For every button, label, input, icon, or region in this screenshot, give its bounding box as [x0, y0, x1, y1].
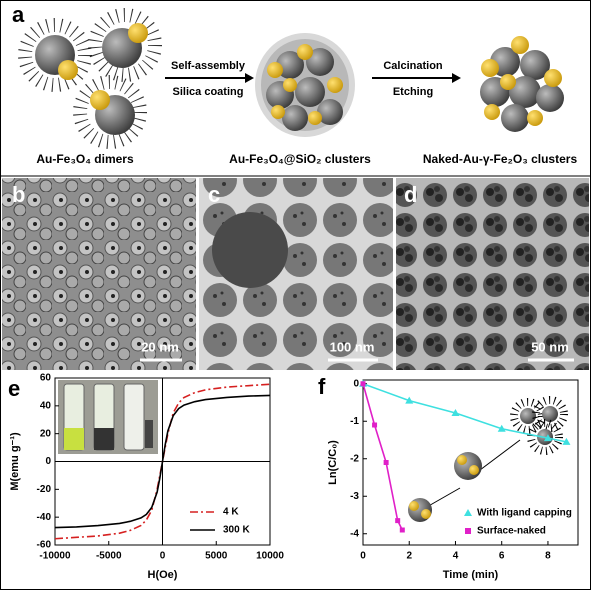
legend-label: 4 K: [223, 507, 239, 518]
x-tick-label: 4: [453, 551, 459, 562]
legend-label: Surface-naked: [477, 526, 546, 537]
y-tick-label: 60: [40, 373, 52, 384]
coated-cluster: [255, 33, 355, 137]
x-tick-label: 10000: [256, 551, 284, 562]
scale-bar-label: 100 nm: [330, 339, 375, 354]
legend-swatch: [465, 528, 471, 534]
x-tick-label: -10000: [39, 551, 71, 562]
micrograph: [2, 178, 196, 370]
y-tick-label: 40: [40, 400, 52, 411]
panel-label: e: [8, 376, 20, 401]
point: [497, 424, 506, 432]
x-tick-label: 2: [406, 551, 412, 562]
series-line: [362, 383, 404, 531]
micrographs: b c d 20 nm 100 nm 50 nm: [2, 178, 589, 370]
panel-label: b: [12, 182, 25, 207]
step-label: Self-assembly: [171, 60, 246, 72]
x-tick-label: 0: [360, 551, 366, 562]
y-tick-label: 20: [40, 428, 52, 439]
x-tick-label: 0: [160, 551, 166, 562]
y-tick-label: -2: [350, 453, 359, 464]
x-tick-label: 5000: [205, 551, 228, 562]
micrograph: [396, 178, 589, 370]
naked-cluster: [480, 36, 564, 132]
legend-label: With ligand capping: [477, 508, 572, 519]
point: [451, 409, 460, 416]
point: [405, 396, 414, 404]
y-tick-label: -4: [350, 528, 359, 539]
y-tick-label: -1: [350, 416, 359, 427]
dimers: [18, 8, 162, 149]
y-axis-label: Ln(C/C₀): [327, 440, 339, 485]
y-tick-label: 0: [353, 378, 359, 389]
y-tick-label: -20: [37, 484, 52, 495]
scale-bar-label: 20 nm: [141, 339, 179, 354]
series-line: [54, 394, 271, 529]
inset-photo: [58, 380, 158, 454]
panel-label: f: [318, 374, 326, 399]
x-axis-label: H(Oe): [148, 569, 178, 581]
x-tick-label: -5000: [96, 551, 122, 562]
caption: Au-Fe₃O₄ dimers: [36, 152, 134, 166]
point: [543, 434, 552, 442]
x-tick-label: 8: [545, 551, 551, 562]
x-tick-label: 6: [499, 551, 505, 562]
x-axis-label: Time (min): [443, 569, 499, 581]
point: [372, 422, 378, 428]
particle-icons: [408, 396, 568, 522]
y-tick-label: -60: [37, 540, 52, 551]
step-label: Silica coating: [173, 86, 244, 98]
legend-swatch: [464, 509, 472, 516]
point: [399, 527, 405, 533]
point: [395, 518, 401, 524]
step-label: Etching: [393, 86, 433, 98]
step-label: Calcination: [383, 60, 443, 72]
panel-label: d: [404, 182, 417, 207]
y-tick-label: -40: [37, 512, 52, 523]
y-axis-label: M(emu g⁻¹): [9, 432, 21, 491]
point: [360, 381, 366, 387]
point: [562, 437, 571, 445]
scale-bar-label: 50 nm: [531, 339, 569, 354]
plot-frame: [362, 379, 579, 546]
caption: Au-Fe₃O₄@SiO₂ clusters: [229, 152, 371, 166]
legend-label: 300 K: [223, 525, 250, 536]
schematic: a Self-assembly Silica coating Calcinati…: [0, 2, 591, 177]
panel-label: a: [12, 2, 25, 27]
point: [383, 460, 389, 465]
caption: Naked-Au-γ-Fe₂O₃ clusters: [423, 152, 578, 166]
y-tick-label: -3: [350, 491, 359, 502]
series-line: [362, 382, 567, 443]
panel-label: c: [208, 182, 220, 207]
y-tick-label: 0: [45, 456, 51, 467]
